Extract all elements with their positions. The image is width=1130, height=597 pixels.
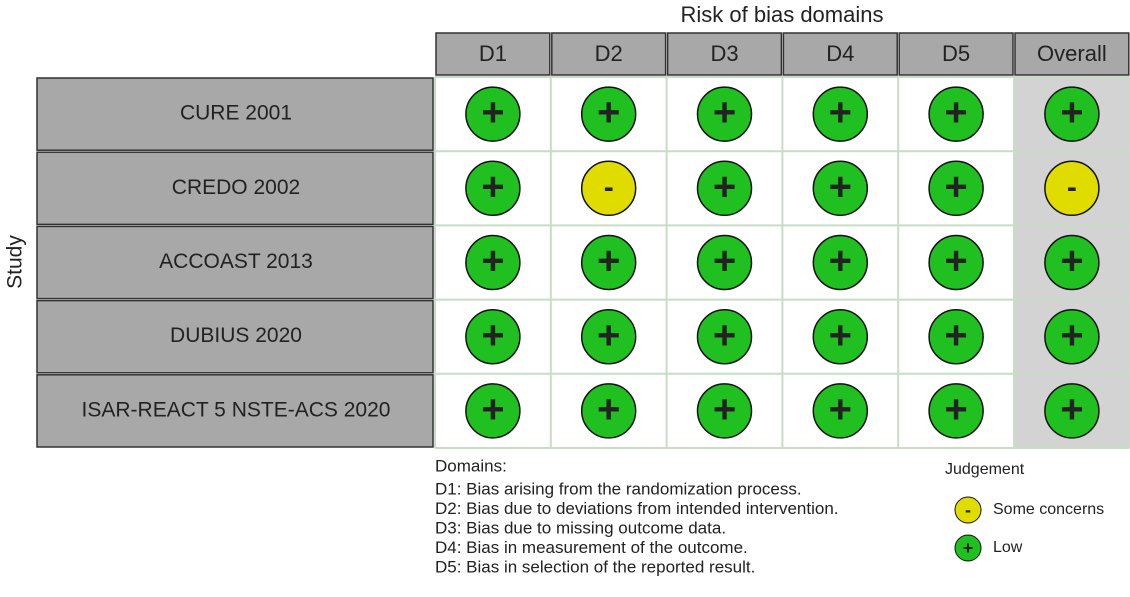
judgement-symbol: + (597, 313, 620, 357)
judgement-symbol: + (829, 91, 852, 135)
judgement-symbol: + (481, 313, 504, 357)
judgement-symbol: + (1060, 313, 1083, 357)
judgement-circle (465, 308, 521, 365)
legend-circle (954, 496, 982, 524)
domain-item: D3: Bias due to missing outcome data. (435, 518, 726, 537)
column-header-cell (1014, 32, 1130, 76)
judgement-symbol: + (481, 239, 504, 283)
judgement-circle (812, 383, 869, 439)
judgement-circle (928, 160, 984, 217)
judgement-symbol: + (829, 239, 852, 283)
judgement-circle (1044, 86, 1100, 142)
judgement-circle (580, 86, 637, 142)
judgement-circle (812, 308, 869, 365)
judgement-circle (928, 308, 984, 365)
judgement-circle (465, 160, 521, 217)
judgement-circle (696, 234, 753, 291)
judgement-symbol: + (944, 239, 967, 283)
judgement-symbol: - (604, 171, 614, 204)
judgement-circle (696, 383, 753, 439)
judgement-symbol: + (713, 239, 736, 283)
judgement-symbol: + (481, 165, 504, 209)
judgement-symbol: + (944, 91, 967, 135)
study-cell (36, 151, 434, 226)
study-label: CURE 2001 (180, 102, 292, 125)
judgement-symbol: - (1067, 171, 1077, 204)
y-label: Study (4, 235, 27, 289)
judgement-circle (580, 234, 637, 291)
judgement-symbol: + (481, 91, 504, 135)
judgement-symbol: + (829, 313, 852, 357)
judgement-symbol: + (597, 387, 620, 431)
judgement-symbol: + (1060, 387, 1083, 431)
judgement-circle (1044, 383, 1100, 439)
domain-item: D1: Bias arising from the randomization … (435, 479, 802, 498)
legend-label: Low (993, 539, 1023, 556)
domain-item: D5: Bias in selection of the reported re… (435, 557, 755, 576)
column-header: D2 (595, 41, 623, 66)
domain-item: D4: Bias in measurement of the outcome. (435, 538, 748, 557)
legend-circle (954, 534, 982, 562)
judgement-symbol: + (1060, 91, 1083, 135)
judgement-symbol: + (713, 165, 736, 209)
judgement-symbol: + (713, 91, 736, 135)
column-header: D5 (942, 41, 970, 66)
column-header: D1 (479, 41, 507, 66)
domain-item: D2: Bias due to deviations from intended… (435, 499, 839, 518)
judgement-circle (696, 160, 753, 217)
legend-symbol: + (963, 538, 974, 558)
domains-heading: Domains: (435, 456, 507, 475)
judgement-symbol: + (713, 313, 736, 357)
judgement-circle (1044, 308, 1100, 365)
study-label: DUBIUS 2020 (170, 324, 302, 347)
study-cell (36, 299, 434, 374)
column-header: D3 (710, 41, 738, 66)
judgement-circle (465, 234, 521, 291)
judgement-circle (696, 86, 753, 142)
study-label: ISAR-REACT 5 NSTE-ACS 2020 (82, 398, 391, 421)
judgement-circle (1044, 234, 1100, 291)
judgement-circle (580, 308, 637, 365)
study-cell (36, 77, 434, 151)
judgement-circle (928, 86, 984, 142)
column-header-cell (666, 32, 783, 76)
column-header-cell (782, 32, 898, 76)
column-header-cell (898, 32, 1014, 76)
judgement-circle (465, 383, 521, 439)
judgement-circle (696, 308, 753, 365)
column-header: D4 (826, 41, 854, 66)
column-header: Overall (1037, 41, 1107, 66)
judgement-circle (812, 160, 869, 217)
judgement-circle (1044, 160, 1100, 217)
judgement-symbol: + (944, 313, 967, 357)
judgement-symbol: + (481, 387, 504, 431)
study-cell (36, 374, 434, 448)
study-cell (36, 225, 434, 300)
judgement-symbol: + (829, 165, 852, 209)
study-label: ACCOAST 2013 (159, 250, 313, 273)
study-label: CREDO 2002 (172, 176, 300, 199)
column-header-cell (435, 32, 551, 76)
judgement-symbol: + (944, 387, 967, 431)
judgement-circle (465, 86, 521, 142)
judgement-symbol: + (597, 239, 620, 283)
legend-label: Some concerns (993, 501, 1104, 518)
judgement-symbol: + (944, 165, 967, 209)
judgement-circle (928, 383, 984, 439)
judgement-symbol: + (829, 387, 852, 431)
column-header-cell (551, 32, 667, 76)
judgement-circle (580, 160, 637, 217)
judgement-symbol: + (1060, 239, 1083, 283)
judgement-circle (812, 234, 869, 291)
judgement-symbol: + (713, 387, 736, 431)
judgement-circle (580, 383, 637, 439)
title: Risk of bias domains (681, 2, 884, 27)
judgement-symbol: + (597, 91, 620, 135)
legend-title: Judgement (945, 461, 1025, 478)
judgement-circle (928, 234, 984, 291)
judgement-circle (812, 86, 869, 142)
legend-symbol: - (965, 500, 971, 520)
